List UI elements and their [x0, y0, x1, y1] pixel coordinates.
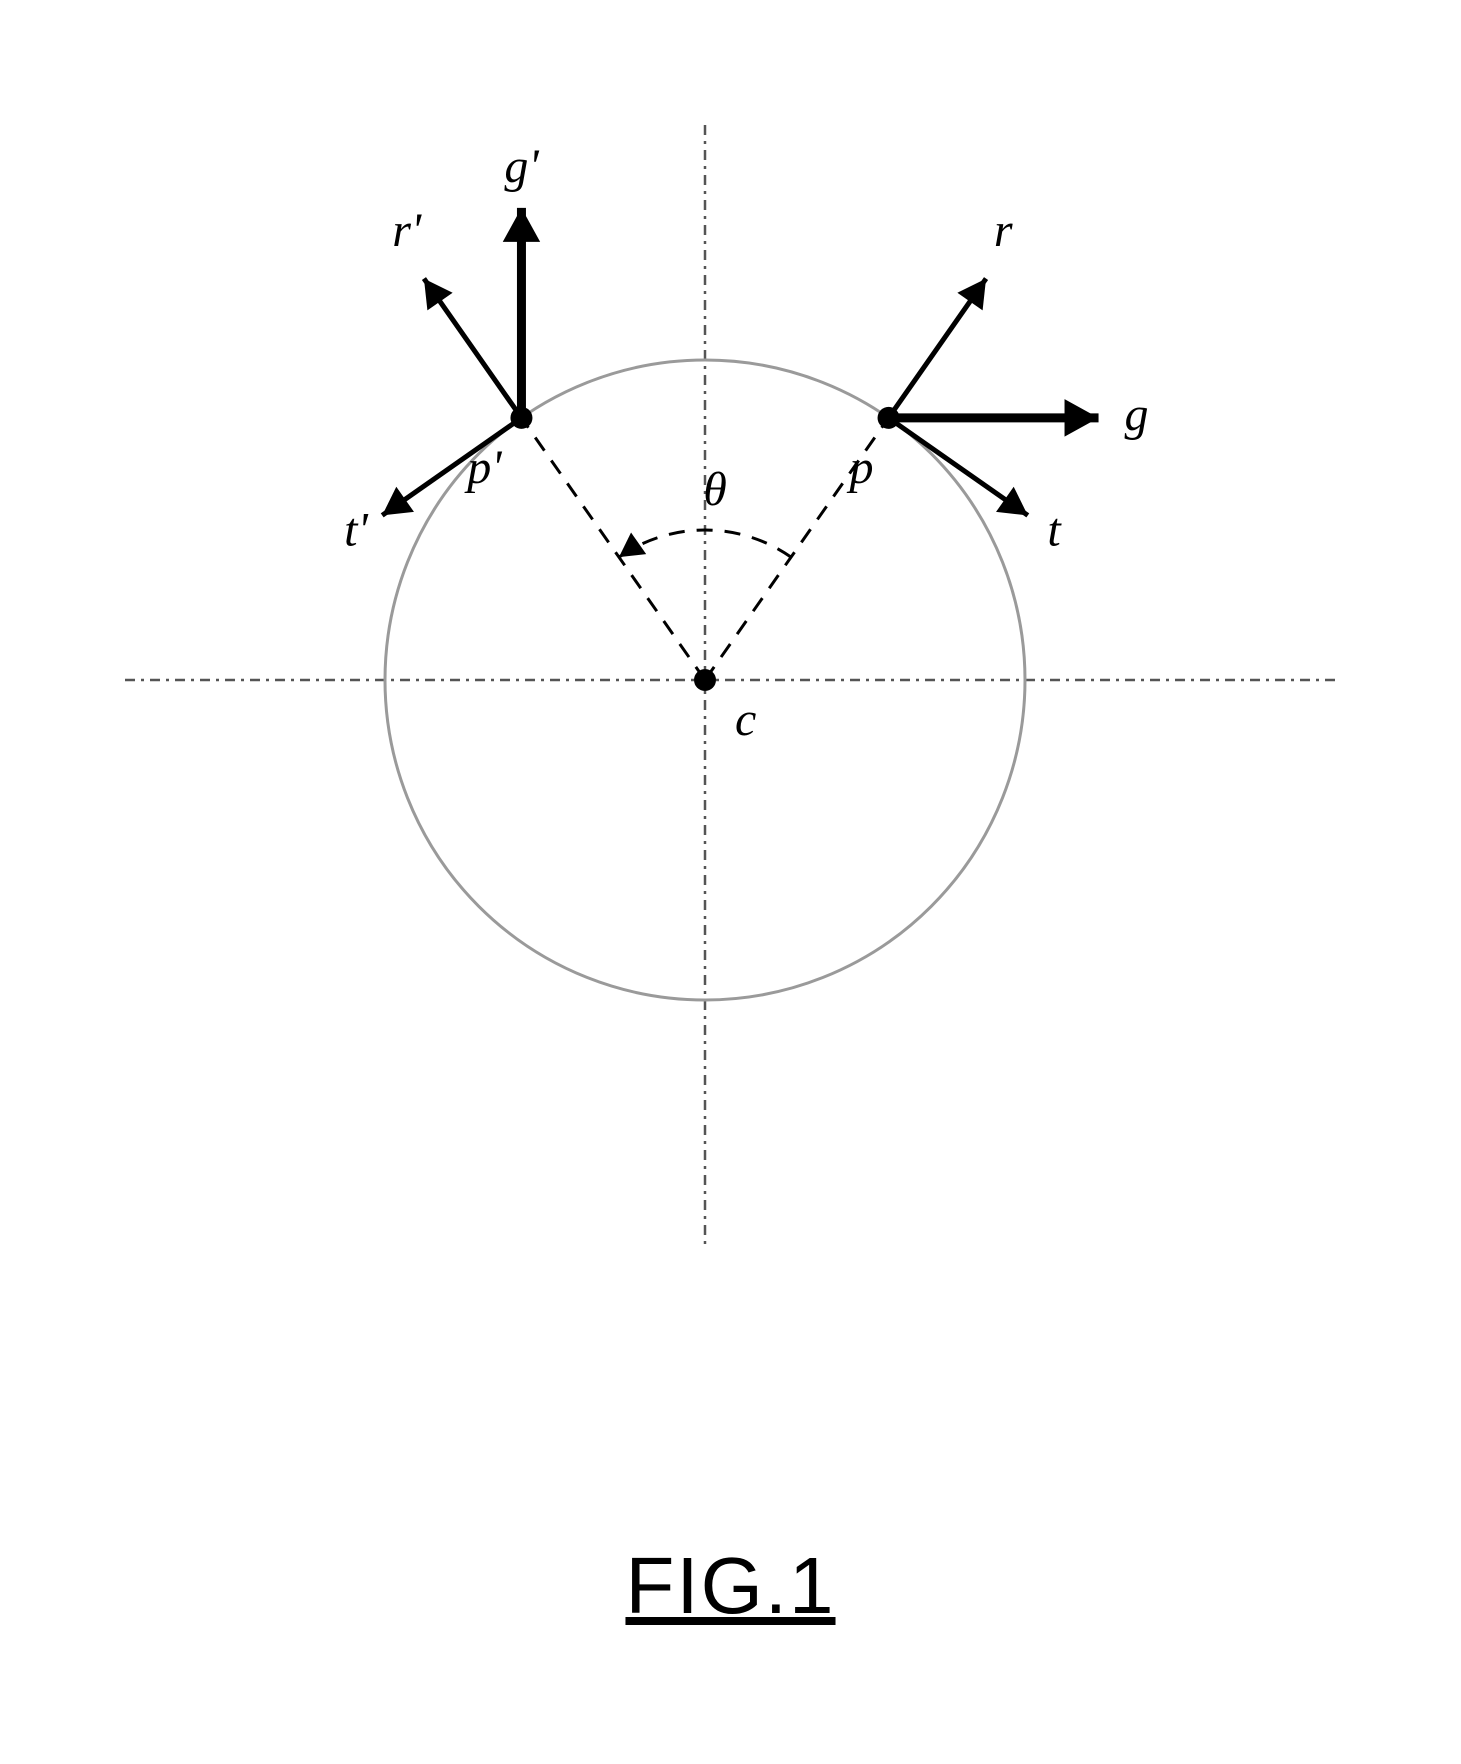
pp-point-label: p': [464, 441, 502, 494]
p-g-vector-arrowhead: [1065, 399, 1099, 436]
theta-arc-arrowhead: [619, 533, 646, 558]
pp-t-vector-arrowhead: [382, 487, 414, 516]
pp-t-label: t': [344, 504, 368, 557]
pp-point: [510, 407, 532, 429]
center-point: [694, 669, 716, 691]
p-t-label: t: [1047, 504, 1062, 557]
pp-g-label: g': [504, 140, 539, 193]
pp-r-label: r': [392, 204, 422, 257]
theta-label: θ: [703, 463, 727, 516]
figure-diagram: θ c r t g p r' t' g' p': [0, 0, 1461, 1500]
p-t-vector-arrowhead: [996, 487, 1028, 516]
pp-g-vector-arrowhead: [503, 208, 540, 242]
p-point: [878, 407, 900, 429]
p-point-label: p: [847, 441, 874, 494]
theta-radius-pp: [521, 418, 705, 680]
pp-r-vector-arrowhead: [424, 279, 453, 311]
p-g-label: g: [1125, 388, 1149, 441]
center-label: c: [735, 693, 756, 746]
figure-caption: FIG.1: [0, 1540, 1461, 1632]
p-r-label: r: [994, 204, 1013, 257]
p-r-vector-arrowhead: [957, 279, 986, 311]
